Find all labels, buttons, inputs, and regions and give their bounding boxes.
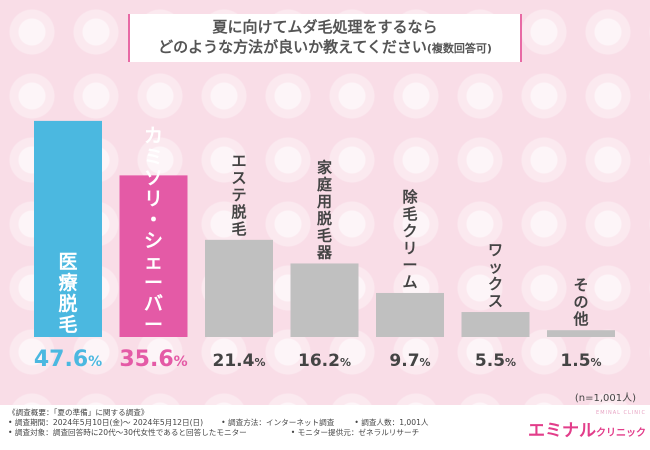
value-label-1: 35.6%: [119, 347, 187, 372]
category-label-0: 医療脱毛: [58, 251, 78, 336]
value-label-0: 47.6%: [34, 347, 102, 372]
title-line-2: どのような方法が良いか教えてください(複数回答可): [158, 37, 492, 59]
category-label-3: 家庭用脱毛器: [316, 158, 333, 261]
category-label-6: その他: [572, 276, 588, 328]
value-label-4: 9.7%: [389, 351, 430, 371]
title-line-1: 夏に向けてムダ毛処理をするなら: [212, 18, 438, 36]
bar-chart: 医療脱毛 47.6% カミソリ・シェーバー 35.6% エステ脱毛 21.4% 家庭用脱毛器…: [34, 120, 615, 372]
survey-summary: 《調査概要：「夏の準備」に関する調査》: [8, 408, 149, 417]
chart-title: 夏に向けてムダ毛処理をするなら どのような方法が良いか教えてください(複数回答可…: [128, 14, 522, 62]
survey-footer: 《調査概要：「夏の準備」に関する調査》 • 調査期間：2024年5月10日(金)…: [8, 408, 528, 438]
bar-3: [290, 263, 359, 337]
survey-method: • 調査方法：インターネット調査: [221, 418, 335, 427]
category-label-5: ワックス: [488, 241, 503, 310]
bar-5: [461, 312, 530, 337]
clinic-logo: EMINAL CLINIC エミナルクリニック: [522, 410, 646, 444]
survey-count: • 調査人数：1,001人: [354, 418, 429, 427]
bar-6: [547, 330, 615, 337]
category-label-2: エステ脱毛: [231, 152, 246, 238]
bar-1: [119, 175, 188, 337]
title-line-2-note: (複数回答可): [426, 42, 492, 55]
bar-2: [205, 239, 273, 337]
value-label-5: 5.5%: [475, 351, 516, 371]
bar-0: [34, 120, 102, 337]
title-line-2-main: どのような方法が良いか教えてください: [158, 38, 427, 56]
value-label-3: 16.2%: [298, 351, 351, 371]
logo-suffix: クリニック: [596, 428, 646, 439]
chart-area: 夏に向けてムダ毛処理をするなら どのような方法が良いか教えてください(複数回答可…: [0, 0, 650, 405]
bar-4: [376, 292, 444, 337]
value-label-2: 21.4%: [213, 351, 266, 371]
value-label-6: 1.5%: [560, 351, 601, 371]
survey-period: • 調査期間：2024年5月10日(金)～ 2024年5月12日(日): [8, 418, 204, 427]
category-label-4: 除毛クリーム: [402, 188, 418, 291]
category-label-1: カミソリ・シェーバー: [144, 125, 163, 336]
logo-text: エミナルクリニック: [528, 416, 646, 441]
survey-provider: • モニター提供元：ゼネラルリサーチ: [290, 428, 420, 437]
logo-main: エミナル: [528, 421, 596, 441]
survey-target: • 調査対象：調査回答時に20代～30代女性であると回答したモニター: [8, 428, 247, 437]
sample-size-note: (n=1,001人): [574, 393, 636, 404]
logo-subtext: EMINAL CLINIC: [596, 410, 646, 416]
